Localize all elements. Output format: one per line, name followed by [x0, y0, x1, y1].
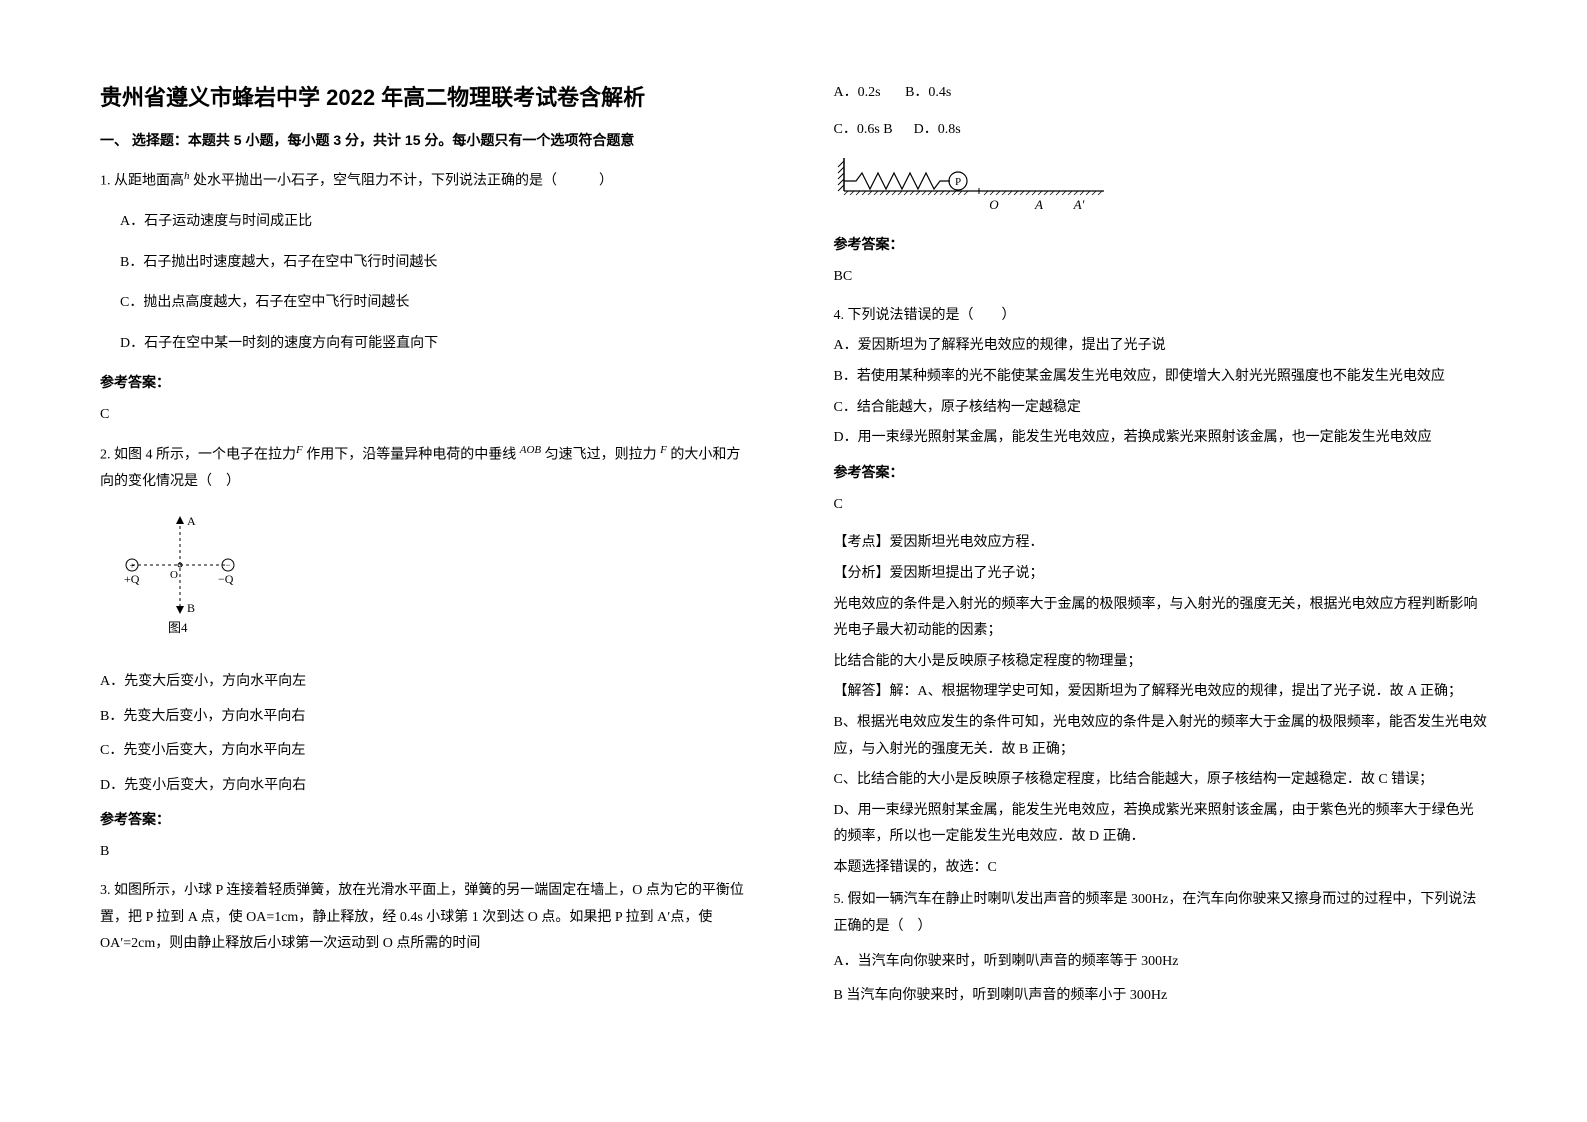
q3-choices-row2: C．0.6s B D．0.8s — [834, 117, 1488, 144]
q3-label-P: P — [954, 176, 960, 188]
q1-stem-prefix: 1. 从距地面高 — [100, 174, 184, 189]
q2-optB: B．先变大后变小，方向水平向右 — [100, 704, 754, 731]
q2-var-F2: F — [660, 444, 667, 456]
q2-diagram-svg: + − A B +Q −Q O 图4 — [120, 510, 240, 650]
q3-optC: C．0.6s B — [834, 122, 893, 137]
q2-label-caption: 图4 — [168, 620, 188, 635]
q2-label-O: O — [170, 569, 178, 581]
q2-optD: D．先变小后变大，方向水平向右 — [100, 773, 754, 800]
q4-answer-label: 参考答案： — [834, 462, 1488, 482]
right-column: A．0.2s B．0.4s C．0.6s B D．0.8s — [834, 80, 1488, 1014]
q2-stem-3: 匀速飞过，则拉力 — [541, 448, 660, 463]
q1-answer: C — [100, 402, 754, 429]
q3-optB: B．0.4s — [905, 85, 951, 100]
q5-stem: 5. 假如一辆汽车在静止时喇叭发出声音的频率是 300Hz，在汽车向你驶来又擦身… — [834, 887, 1488, 940]
q4-optC: C．结合能越大，原子核结构一定越稳定 — [834, 395, 1488, 422]
q2-stem: 2. 如图 4 所示，一个电子在拉力F 作用下，沿等量异种电荷的中垂线 AOB … — [100, 440, 754, 496]
q4-optA: A．爱因斯坦为了解释光电效应的规律，提出了光子说 — [834, 333, 1488, 360]
q5-optA: A．当汽车向你驶来时，听到喇叭声音的频率等于 300Hz — [834, 949, 1488, 976]
section-header: 一、 选择题：本题共 5 小题，每小题 3 分，共计 15 分。每小题只有一个选… — [100, 130, 754, 150]
q3-stem: 3. 如图所示，小球 P 连接着轻质弹簧，放在光滑水平面上，弹簧的另一端固定在墙… — [100, 878, 754, 958]
q4-jieda1: 【解答】解：A、根据物理学史可知，爱因斯坦为了解释光电效应的规律，提出了光子说．… — [834, 679, 1488, 706]
q2-var-F1: F — [296, 444, 303, 456]
q3-diagram: P — [834, 153, 1488, 220]
q4-jieda2: B、根据光电效应发生的条件可知，光电效应的条件是入射光的频率大于金属的极限频率，… — [834, 710, 1488, 763]
q2-optC: C．先变小后变大，方向水平向左 — [100, 738, 754, 765]
q1-optB: B．石子抛出时速度越大，石子在空中飞行时间越长 — [100, 250, 754, 277]
q4-conclusion: 本题选择错误的，故选：C — [834, 855, 1488, 882]
q4-fenxi1: 【分析】爱因斯坦提出了光子说； — [834, 561, 1488, 588]
q2-answer-label: 参考答案： — [100, 809, 754, 829]
q3-answer: BC — [834, 264, 1488, 291]
q3-label-Aprime: A′ — [1072, 197, 1084, 212]
q1-stem: 1. 从距地面高h 处水平抛出一小石子，空气阻力不计，下列说法正确的是（ ） — [100, 166, 754, 195]
svg-text:+: + — [129, 561, 134, 571]
q2-var-AOB: AOB — [520, 444, 541, 456]
q2-answer: B — [100, 839, 754, 866]
q5-optB: B 当汽车向你驶来时，听到喇叭声音的频率小于 300Hz — [834, 983, 1488, 1010]
q2-label-A: A — [187, 514, 196, 528]
q3-diagram-svg: P — [834, 153, 1114, 215]
q2-label-plusQ: +Q — [124, 572, 140, 586]
svg-text:−: − — [225, 560, 230, 570]
q1-stem-suffix: 处水平抛出一小石子，空气阻力不计，下列说法正确的是（ ） — [190, 174, 614, 189]
q1-optD: D．石子在空中某一时刻的速度方向有可能竖直向下 — [100, 331, 754, 358]
q2-label-B: B — [187, 601, 195, 615]
q2-optA: A．先变大后变小，方向水平向左 — [100, 669, 754, 696]
q1-optA: A．石子运动速度与时间成正比 — [100, 209, 754, 236]
q2-stem-2: 作用下，沿等量异种电荷的中垂线 — [303, 448, 520, 463]
q4-jieda4: D、用一束绿光照射某金属，能发生光电效应，若换成紫光来照射该金属，由于紫色光的频… — [834, 798, 1488, 851]
q2-stem-1: 2. 如图 4 所示，一个电子在拉力 — [100, 448, 296, 463]
q3-label-A: A — [1034, 197, 1043, 212]
q1-answer-label: 参考答案： — [100, 372, 754, 392]
q3-choices-row1: A．0.2s B．0.4s — [834, 80, 1488, 107]
q4-fenxi3: 比结合能的大小是反映原子核稳定程度的物理量； — [834, 649, 1488, 676]
q2-diagram: + − A B +Q −Q O 图4 — [120, 510, 754, 655]
q2-label-minusQ: −Q — [218, 572, 234, 586]
q3-answer-label: 参考答案： — [834, 234, 1488, 254]
q4-answer: C — [834, 492, 1488, 519]
q1-optC: C．抛出点高度越大，石子在空中飞行时间越长 — [100, 290, 754, 317]
q4-fenxi2: 光电效应的条件是入射光的频率大于金属的极限频率，与入射光的强度无关，根据光电效应… — [834, 592, 1488, 645]
exam-title: 贵州省遵义市蜂岩中学 2022 年高二物理联考试卷含解析 — [100, 80, 754, 112]
page-container: 贵州省遵义市蜂岩中学 2022 年高二物理联考试卷含解析 一、 选择题：本题共 … — [100, 80, 1487, 1014]
q4-stem: 4. 下列说法错误的是（ ） — [834, 303, 1488, 330]
q4-kaodian: 【考点】爱因斯坦光电效应方程． — [834, 530, 1488, 557]
q4-optB: B．若使用某种频率的光不能使某金属发生光电效应，即使增大入射光光照强度也不能发生… — [834, 364, 1488, 391]
q3-optD: D．0.8s — [914, 122, 961, 137]
left-column: 贵州省遵义市蜂岩中学 2022 年高二物理联考试卷含解析 一、 选择题：本题共 … — [100, 80, 754, 1014]
q3-optA: A．0.2s — [834, 85, 881, 100]
q4-jieda3: C、比结合能的大小是反映原子核稳定程度，比结合能越大，原子核结构一定越稳定．故 … — [834, 767, 1488, 794]
q3-label-O: O — [989, 197, 999, 212]
q4-optD: D．用一束绿光照射某金属，能发生光电效应，若换成紫光来照射该金属，也一定能发生光… — [834, 425, 1488, 452]
